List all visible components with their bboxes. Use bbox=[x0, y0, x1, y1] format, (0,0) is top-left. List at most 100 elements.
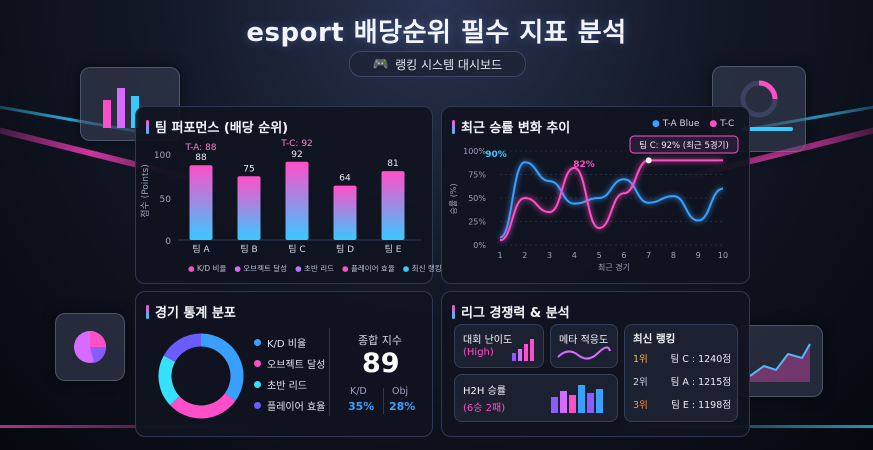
bar-1[interactable] bbox=[189, 165, 213, 240]
peak-label-tc: 82% bbox=[573, 160, 595, 170]
obj-value: 28% bbox=[389, 400, 416, 413]
bar-value-label: 64 bbox=[339, 174, 351, 184]
h2h-card: H2H 승률 (6승 2패) bbox=[454, 374, 618, 422]
bar-category-label: 팀 D bbox=[336, 243, 354, 255]
bar-ylabel: 점수 (Points) bbox=[139, 164, 151, 217]
donut-legend-label: 오브젝트 달성 bbox=[267, 360, 326, 371]
legend-dot bbox=[254, 339, 261, 346]
bar-legend-label: 초반 리드 bbox=[304, 264, 334, 273]
bar-legend-item: ● 플레이어 효율 bbox=[342, 264, 395, 273]
legend-label-ta: T-A Blue bbox=[662, 119, 700, 129]
donut-slice-2[interactable] bbox=[170, 393, 236, 419]
legend-item-ta: ● T-A Blue bbox=[652, 119, 699, 129]
meta-label: 메타 적응도 bbox=[559, 335, 609, 346]
legend-dot bbox=[254, 360, 261, 367]
bar-legend-label: 최신 랭킹 bbox=[411, 264, 442, 273]
callout-team-a: T-A: 88 bbox=[184, 143, 216, 153]
ranking-row[interactable]: 1위 팀 C : 1240점 bbox=[633, 351, 731, 365]
kd-value: 35% bbox=[348, 400, 375, 413]
line-xtick-label: 2 bbox=[522, 251, 527, 260]
line-xtick-label: 4 bbox=[572, 251, 577, 260]
line-xtick-label: 1 bbox=[497, 251, 502, 260]
callout-box bbox=[629, 135, 739, 154]
bar-value-label: 75 bbox=[243, 164, 254, 174]
bar-4[interactable] bbox=[333, 185, 357, 240]
ranking-title: 최신 랭킹 bbox=[633, 333, 676, 345]
ranking-team: 팀 A : 1215점 bbox=[670, 377, 731, 388]
bar-2[interactable] bbox=[237, 176, 261, 240]
title-accent bbox=[146, 119, 149, 134]
ranking-card: 최신 랭킹 1위 팀 C : 1240점 2위 팀 A : 1215점 3위 팀 E : … bbox=[624, 324, 738, 422]
line-ytick-label: 75% bbox=[468, 171, 486, 180]
line-xtick-label: 5 bbox=[597, 251, 602, 260]
callout-marker bbox=[645, 157, 652, 164]
winrate-trend-title: 최근 승률 변화 추이 bbox=[452, 117, 570, 136]
line-ytick-label: 0% bbox=[473, 241, 486, 250]
obj-label: Obj bbox=[392, 386, 409, 397]
ranking-position: 1위 bbox=[633, 354, 648, 365]
league-title: 리그 경쟁력 & 분석 bbox=[452, 302, 570, 321]
team-performance-panel: 팀 퍼포먼스 (배당 순위) 점수 (Points) 100 50 0 88 팀 … bbox=[135, 106, 442, 284]
bar-ytick-50: 50 bbox=[160, 195, 172, 205]
bar-legend: ● K/D 비율 ● 오브젝트 달성 ● 초반 리드 ● 플레이어 효율 ● 최신 랭킹 bbox=[188, 263, 442, 274]
ranking-row[interactable]: 2위 팀 A : 1215점 bbox=[633, 374, 731, 388]
bar-value-label: 81 bbox=[387, 159, 398, 169]
callout-team-c: T-C: 92 bbox=[280, 139, 313, 149]
difficulty-value: (High) bbox=[463, 347, 494, 358]
gauge-icon bbox=[740, 80, 793, 131]
bar-value-label: 92 bbox=[291, 150, 302, 160]
h2h-bars-icon bbox=[551, 385, 603, 413]
h2h-value: (6승 2패) bbox=[463, 403, 506, 414]
bar-legend-item: ● 최신 랭킹 bbox=[402, 264, 442, 273]
difficulty-bars-icon bbox=[512, 339, 534, 361]
line-xtick-label: 7 bbox=[646, 251, 651, 260]
meta-wave-icon bbox=[557, 346, 611, 360]
stat-divider bbox=[383, 388, 384, 414]
stats-donut-chart bbox=[158, 333, 244, 419]
title-accent bbox=[452, 119, 455, 134]
legend-dot bbox=[254, 381, 261, 388]
difficulty-card: 대회 난이도 (High) bbox=[454, 324, 544, 368]
page-title: esport 배당순위 필수 지표 분석 bbox=[246, 18, 627, 48]
line-ytick-label: 25% bbox=[468, 218, 486, 227]
ranking-position: 3위 bbox=[633, 400, 648, 411]
donut-slice-1[interactable] bbox=[200, 333, 244, 401]
legend-dot-tc: ● bbox=[709, 119, 718, 129]
winrate-legend: ● T-A Blue ● T-C bbox=[652, 119, 734, 129]
donut-legend-item: 플레이어 효율 bbox=[254, 395, 325, 416]
legend-dot bbox=[254, 402, 261, 409]
ranking-position: 2위 bbox=[633, 377, 648, 388]
ranking-team: 팀 C : 1240점 bbox=[670, 354, 731, 365]
bar-3[interactable] bbox=[285, 161, 309, 240]
gamepad-icon: 🎮 bbox=[372, 56, 390, 72]
peak-label-ta: 90% bbox=[485, 150, 507, 160]
stats-distribution-panel: 경기 통계 분포 K/D 비율 오브젝트 달성 초반 리드 플레이어 효율 종합 지수… bbox=[135, 291, 433, 437]
ranking-row[interactable]: 3위 팀 E : 1198점 bbox=[633, 397, 731, 411]
team-performance-title-text: 팀 퍼포먼스 (배당 순위) bbox=[155, 121, 289, 136]
bar-legend-label: 플레이어 효율 bbox=[350, 264, 395, 273]
line-ylabel: 승률 (%) bbox=[449, 183, 458, 214]
donut-legend-item: 초반 리드 bbox=[254, 374, 325, 395]
line-series-ta bbox=[499, 161, 724, 239]
donut-slice-3[interactable] bbox=[158, 355, 180, 406]
bar-category-label: 팀 C bbox=[288, 243, 305, 255]
winrate-trend-title-text: 최근 승률 변화 추이 bbox=[461, 121, 571, 136]
bar-5[interactable] bbox=[381, 171, 405, 240]
bar-legend-item: ● 오브젝트 달성 bbox=[234, 264, 288, 273]
bar-legend-item: ● K/D 비율 bbox=[188, 264, 227, 273]
line-xtick-label: 3 bbox=[547, 251, 552, 260]
league-title-text: 리그 경쟁력 & 분석 bbox=[461, 306, 570, 321]
bar-category-label: 팀 E bbox=[385, 243, 402, 255]
divider bbox=[329, 328, 330, 416]
pie-chart-icon bbox=[74, 331, 107, 363]
line-series-tc bbox=[499, 159, 723, 242]
donut-legend-label: 플레이어 효율 bbox=[267, 402, 326, 413]
donut-slice-4[interactable] bbox=[163, 333, 202, 363]
team-performance-bar-chart: 점수 (Points) 100 50 0 88 팀 A 75 팀 B 92 팀 C 64 팀 … bbox=[139, 139, 421, 255]
floating-pie-card bbox=[55, 313, 125, 381]
donut-legend-item: K/D 비율 bbox=[254, 332, 325, 353]
team-performance-title: 팀 퍼포먼스 (배당 순위) bbox=[146, 117, 288, 136]
bar-legend-label: K/D 비율 bbox=[196, 264, 227, 273]
bar-category-label: 팀 B bbox=[240, 243, 257, 255]
